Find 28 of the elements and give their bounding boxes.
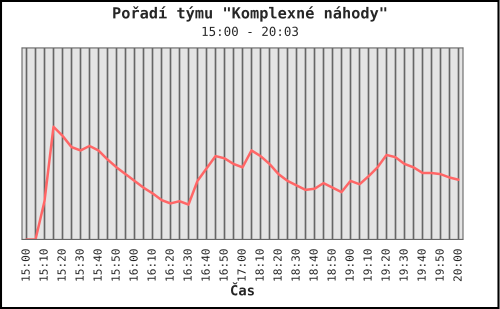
x-tick-label: 18:10 [255, 249, 264, 281]
x-tick-label: 16:00 [129, 249, 138, 281]
x-tick-label: 19:30 [399, 249, 408, 281]
x-tick-label: 15:40 [93, 249, 102, 281]
x-tick-label: 16:50 [219, 249, 228, 281]
x-tick-label: 16:20 [165, 249, 174, 281]
x-tick-label: 18:20 [273, 249, 282, 281]
x-tick-label: 18:40 [309, 249, 318, 281]
chart-title: Pořadí týmu "Komplexné náhody" [113, 6, 386, 22]
x-tick-label: 19:10 [363, 249, 372, 281]
x-axis-title: Čas [230, 282, 254, 296]
x-tick-label: 16:40 [201, 249, 210, 281]
x-tick-label: 15:10 [39, 249, 48, 281]
x-tick-label: 16:10 [147, 249, 156, 281]
x-tick-label: 15:50 [111, 249, 120, 281]
x-tick-label: 19:40 [417, 249, 426, 281]
x-tick-label: 17:00 [237, 249, 246, 281]
x-tick-label: 15:20 [57, 249, 66, 281]
x-tick-label: 15:30 [75, 249, 84, 281]
x-tick-label: 15:00 [21, 249, 30, 281]
chart-subtitle: 15:00 - 20:03 [202, 26, 298, 36]
x-tick-label: 19:20 [381, 249, 390, 281]
x-tick-label: 20:00 [453, 249, 462, 282]
x-tick-label: 18:30 [291, 249, 300, 281]
x-tick-label: 19:00 [345, 249, 354, 281]
x-tick-label: 16:30 [183, 249, 192, 281]
x-tick-label: 19:50 [435, 249, 444, 281]
x-tick-label: 18:50 [327, 249, 336, 281]
